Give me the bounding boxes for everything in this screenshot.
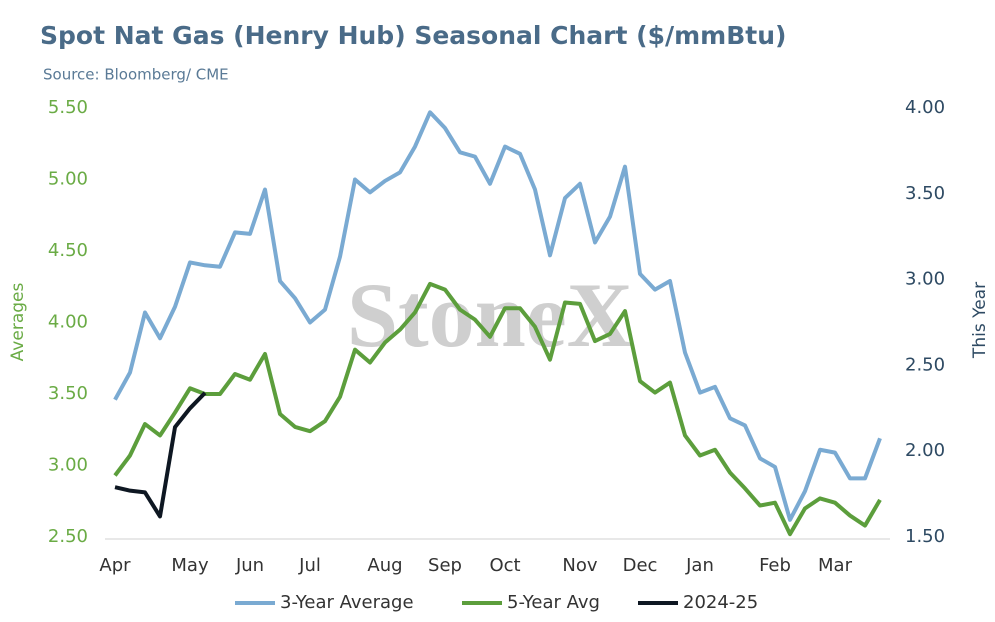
x-tick-label: Apr (99, 555, 131, 576)
chart-subtitle: Source: Bloomberg/ CME (43, 66, 229, 84)
chart-title: Spot Nat Gas (Henry Hub) Seasonal Chart … (40, 21, 786, 50)
x-tick-label: Feb (759, 555, 791, 576)
x-tick-label: Oct (489, 555, 520, 576)
x-tick-label: May (171, 555, 209, 576)
y-tick-label: 3.00 (48, 455, 88, 476)
x-tick-label: Aug (367, 555, 402, 576)
legend-label: 2024-25 (683, 592, 758, 613)
y2-tick-label: 4.00 (905, 97, 945, 118)
x-tick-label: Jul (298, 555, 321, 576)
y2-tick-label: 2.00 (905, 440, 945, 461)
x-tick-label: Sep (428, 555, 462, 576)
series-line (113, 281, 882, 537)
legend-label: 3-Year Average (280, 592, 414, 613)
y2-tick-label: 3.50 (905, 183, 945, 204)
y-axis-label: Averages (8, 283, 28, 362)
x-tick-label: Jun (235, 555, 264, 576)
y-tick-label: 2.50 (48, 526, 88, 547)
y-tick-label: 4.00 (48, 312, 88, 333)
x-tick-label: Jan (685, 555, 714, 576)
y-tick-label: 5.50 (48, 97, 88, 118)
x-tick-label: Nov (562, 555, 597, 576)
series-line (114, 391, 207, 519)
y2-axis-label: This Year (970, 282, 990, 359)
series-line (113, 110, 882, 522)
y2-tick-label: 2.50 (905, 354, 945, 375)
y-tick-label: 3.50 (48, 383, 88, 404)
x-tick-label: Mar (818, 555, 853, 576)
y-tick-label: 5.00 (48, 169, 88, 190)
y2-tick-label: 3.00 (905, 269, 945, 290)
x-tick-label: Dec (623, 555, 658, 576)
y2-tick-label: 1.50 (905, 526, 945, 547)
legend-label: 5-Year Avg (507, 592, 600, 613)
y-tick-label: 4.50 (48, 240, 88, 261)
watermark: StoneX (347, 264, 633, 366)
